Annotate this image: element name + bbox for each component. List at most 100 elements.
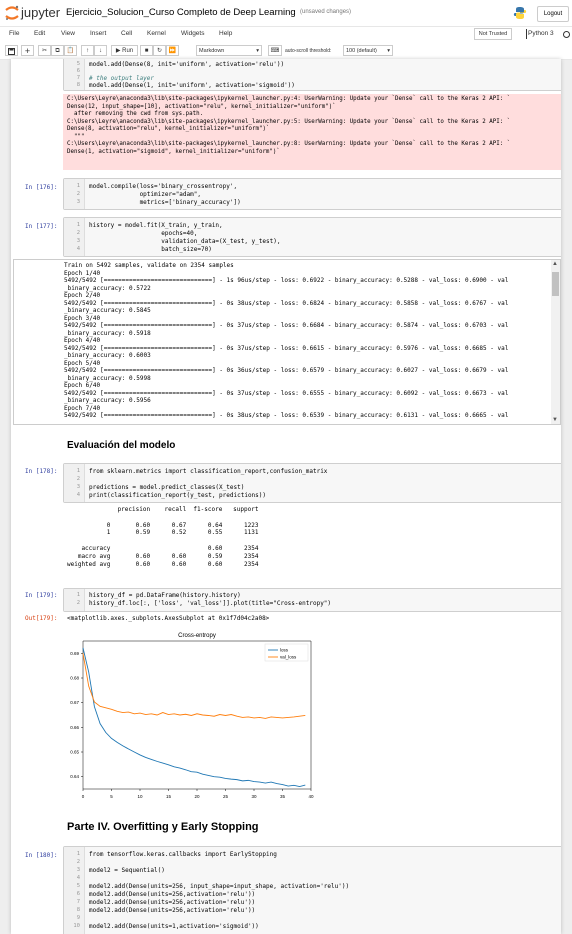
- interrupt-button[interactable]: ■: [140, 45, 153, 56]
- scroll-down-icon[interactable]: ▼: [552, 417, 558, 423]
- line-number: 4: [76, 875, 80, 881]
- menu-insert[interactable]: Insert: [90, 30, 107, 37]
- code-line: model.compile(loss='binary_crossentropy'…: [89, 183, 238, 190]
- line-number: 5: [76, 61, 80, 67]
- cell-type-select[interactable]: Markdown ▾: [196, 45, 262, 56]
- move-down-button[interactable]: ↓: [94, 45, 107, 56]
- x-tick-label: 40: [308, 794, 314, 799]
- keyboard-icon: ⌨: [270, 48, 280, 54]
- line-number: 2: [76, 230, 80, 236]
- code-line: epochs=40,: [89, 230, 198, 237]
- line-number: 4: [76, 492, 80, 498]
- fast-forward-icon: ⏩: [168, 48, 177, 54]
- cell-type-value: Markdown: [199, 48, 225, 54]
- menu-view[interactable]: View: [61, 30, 75, 37]
- python-logo-icon: [513, 7, 527, 19]
- scrollbar-track[interactable]: ▲ ▼: [551, 260, 560, 424]
- input-prompt: In [179]:: [25, 592, 58, 599]
- autoscroll-label: auto-scroll threshold:: [285, 48, 332, 54]
- line-number: 3: [76, 238, 80, 244]
- notebook-title[interactable]: Ejercicio_Solucion_Curso Completo de Dee…: [66, 7, 296, 18]
- code-line: optimizer="adam",: [89, 191, 201, 198]
- input-prompt: In [177]:: [25, 223, 58, 230]
- input-prompt: In [180]:: [25, 852, 58, 859]
- series-line-val-loss: [82, 653, 306, 719]
- code-line: batch_size=70): [89, 246, 212, 253]
- y-tick-label: 0.66: [70, 725, 79, 730]
- plus-icon: +: [24, 46, 31, 56]
- x-tick-label: 5: [110, 794, 113, 799]
- logout-button[interactable]: Logout: [537, 6, 569, 22]
- run-label: Run: [122, 48, 134, 54]
- x-tick-label: 25: [223, 794, 229, 799]
- line-number: 2: [76, 476, 80, 482]
- y-tick-label: 0.69: [70, 651, 79, 656]
- menu-widgets[interactable]: Widgets: [181, 30, 205, 37]
- input-prompt: In [178]:: [25, 468, 58, 475]
- code-cell-input[interactable]: 1 2 3 4 5 6 7 8 9 10 from tensorflow.ker…: [63, 846, 561, 934]
- move-up-button[interactable]: ↑: [81, 45, 94, 56]
- line-number: 4: [76, 246, 80, 252]
- restart-run-all-button[interactable]: ⏩: [166, 45, 179, 56]
- x-tick-label: 30: [251, 794, 257, 799]
- menu-help[interactable]: Help: [219, 30, 233, 37]
- menu-kernel[interactable]: Kernel: [147, 30, 166, 37]
- line-number: 3: [76, 867, 80, 873]
- y-tick-label: 0.64: [70, 774, 79, 779]
- line-number: 1: [76, 851, 80, 857]
- kernel-name[interactable]: Python 3: [528, 30, 554, 37]
- y-tick-label: 0.67: [70, 700, 79, 705]
- cut-button[interactable]: ✂: [38, 45, 51, 56]
- line-gutter: [64, 59, 85, 90]
- plot-area: [83, 641, 311, 789]
- menu-file[interactable]: File: [9, 30, 20, 37]
- toolbar: + ✂ ⧉ 📋 ↑ ↓ ▶ Run ■ ↻ ⏩ Markdown ▾ ⌨ auto…: [0, 42, 572, 60]
- line-number: 6: [76, 68, 80, 74]
- menu-edit[interactable]: Edit: [34, 30, 46, 37]
- code-cell-input[interactable]: 1 2 history_df = pd.DataFrame(history.hi…: [63, 588, 561, 612]
- run-button[interactable]: ▶ Run: [111, 45, 138, 56]
- code-line: predictions = model.predict_classes(X_te…: [89, 484, 245, 491]
- code-line: from sklearn.metrics import classificati…: [89, 468, 328, 475]
- save-button[interactable]: [5, 45, 18, 56]
- kernel-separator: [526, 29, 527, 39]
- jupyter-logo-icon: [5, 5, 19, 20]
- code-cell-input[interactable]: 1 2 3 model.compile(loss='binary_crossen…: [63, 178, 561, 210]
- scrollbar-thumb[interactable]: [552, 272, 559, 296]
- code-cell-input[interactable]: 1 2 3 4 history = model.fit(X_train, y_t…: [63, 217, 561, 257]
- paste-button[interactable]: 📋: [64, 45, 77, 56]
- copy-button[interactable]: ⧉: [51, 45, 64, 56]
- y-tick-label: 0.65: [70, 750, 79, 755]
- command-palette-button[interactable]: ⌨: [268, 45, 282, 56]
- chevron-down-icon: ▾: [256, 48, 259, 54]
- line-number: 3: [76, 484, 80, 490]
- code-cell-input[interactable]: 1 2 3 4 from sklearn.metrics import clas…: [63, 463, 561, 503]
- code-line: history_df.loc[:, ['loss', 'val_loss']].…: [89, 600, 332, 607]
- line-gutter: [64, 589, 85, 611]
- line-number: 1: [76, 468, 80, 474]
- scroll-up-icon[interactable]: ▲: [552, 261, 558, 267]
- code-line: model2.add(Dense(units=256, input_shape=…: [89, 883, 350, 890]
- training-output-scroll[interactable]: Train on 5492 samples, validate on 2354 …: [13, 259, 561, 425]
- code-line: model2.add(Dense(units=256,activation='r…: [89, 907, 256, 914]
- y-tick-label: 0.68: [70, 676, 79, 681]
- line-number: 10: [73, 923, 80, 929]
- jupyter-logo[interactable]: jupyter: [4, 4, 64, 22]
- training-log-text: Train on 5492 samples, validate on 2354 …: [64, 262, 509, 419]
- play-icon: ▶: [115, 48, 121, 54]
- restart-button[interactable]: ↻: [153, 45, 166, 56]
- header-bar: jupyter Ejercicio_Solucion_Curso Complet…: [0, 0, 572, 26]
- notebook-container: 5 6 7 8 model.add(Dense(8, init='uniform…: [11, 59, 561, 934]
- x-tick-label: 20: [194, 794, 200, 799]
- x-tick-label: 35: [280, 794, 286, 799]
- menu-cell[interactable]: Cell: [121, 30, 133, 37]
- code-line: model2.add(Dense(units=1,activation='sig…: [89, 923, 259, 930]
- line-gutter: [64, 464, 85, 502]
- insert-cell-button[interactable]: +: [21, 45, 34, 56]
- code-line: model.add(Dense(1, init='uniform', activ…: [89, 82, 295, 89]
- code-cell-input[interactable]: 5 6 7 8 model.add(Dense(8, init='uniform…: [63, 59, 561, 91]
- trusted-indicator[interactable]: Not Trusted: [474, 28, 512, 40]
- x-tick-label: 10: [137, 794, 143, 799]
- autoscroll-select[interactable]: 100 (default) ▾: [343, 45, 393, 56]
- copy-icon: ⧉: [55, 48, 60, 54]
